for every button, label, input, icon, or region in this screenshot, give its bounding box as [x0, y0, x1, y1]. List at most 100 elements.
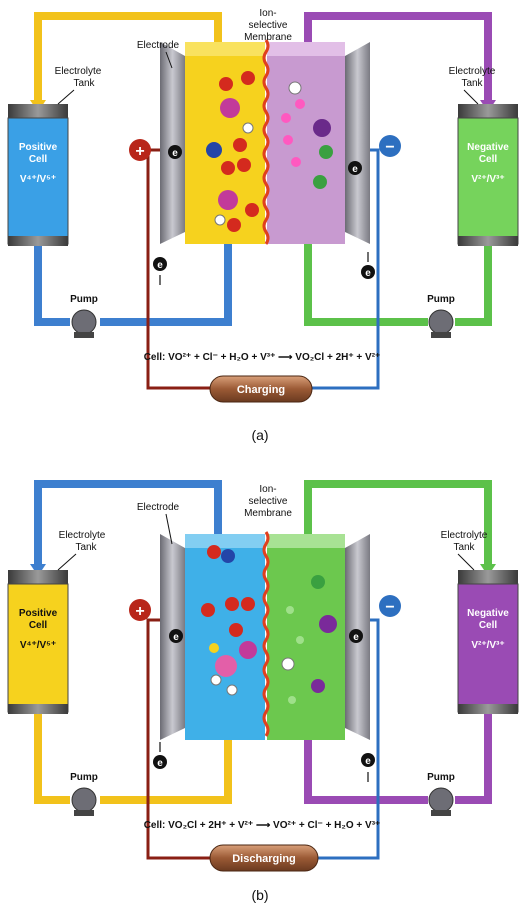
right-cell-label-2: Cell: [479, 154, 498, 165]
left-tank-label-1: Electrolyte: [55, 66, 102, 77]
plus-sign-label: +: [135, 603, 144, 620]
pump-left-icon: [71, 787, 97, 816]
right-cell-label-1: Negative: [467, 142, 509, 153]
membrane-label-2: selective: [249, 496, 288, 507]
electron-label: e: [173, 632, 179, 643]
electrode-label: Electrode: [137, 502, 180, 513]
membrane-label-3: Membrane: [244, 32, 292, 43]
electron-label: e: [172, 148, 178, 159]
electron-icon: [361, 753, 375, 767]
left-electrode: [160, 42, 185, 244]
mode-label: Charging: [237, 384, 285, 396]
left-cell-label-3: V⁴⁺/V⁵⁺: [20, 640, 56, 651]
pipe-blue-top: [34, 480, 222, 572]
right-tank-label-1: Electrolyte: [449, 66, 496, 77]
leader-line: [463, 89, 479, 105]
electron-icon: [169, 629, 183, 643]
electron-label: e: [157, 758, 163, 769]
right-tank: Negative Cell V²⁺/V³⁺: [457, 570, 519, 714]
pump-right-icon: [428, 309, 454, 338]
electron-icon: [349, 629, 363, 643]
minus-sign-label: −: [385, 139, 394, 156]
ion-cluster-positive: [206, 71, 259, 232]
cell-a: e e: [160, 39, 370, 245]
pipe-green-bottom: [304, 244, 428, 326]
left-cell-label-2: Cell: [29, 154, 48, 165]
cell-b: e e: [160, 531, 370, 740]
pipe-purple-bottom: [304, 740, 428, 804]
electron-icon: [348, 161, 362, 175]
right-electrode: [345, 42, 370, 244]
right-tank-label-2: Tank: [461, 78, 483, 89]
negative-half-cell: [267, 534, 345, 740]
pump-right-label: Pump: [427, 772, 455, 783]
left-cell-label-1: Positive: [19, 142, 58, 153]
electron-icon: [361, 265, 375, 279]
membrane-label-1: Ion-: [259, 484, 276, 495]
negative-half-cell: [267, 42, 345, 244]
left-cell-label-2: Cell: [29, 620, 48, 631]
pipe-blue-bottom-2: [100, 244, 232, 326]
ion-cluster-negative: [281, 575, 337, 704]
panel-b: Positive Cell V⁴⁺/V⁵⁺ Negative Cell V²⁺/…: [7, 480, 519, 903]
leader-line: [165, 513, 173, 545]
pipe-yellow-top: [34, 12, 222, 108]
pump-left-icon: [71, 309, 97, 338]
left-tank-label-1: Electrolyte: [59, 530, 106, 541]
leader-line: [57, 553, 77, 571]
electron-label: e: [352, 164, 358, 175]
electron-label: e: [157, 260, 163, 271]
ion-selective-membrane: [262, 531, 270, 737]
pipe-purple-bottom-2: [455, 712, 492, 804]
positive-half-cell: [185, 534, 265, 740]
plus-sign-label: +: [135, 143, 144, 160]
right-cell-label-3: V²⁺/V³⁺: [471, 174, 504, 185]
right-cell-label-1: Negative: [467, 608, 509, 619]
left-cell-label-1: Positive: [19, 608, 58, 619]
discharging-pill: [209, 844, 319, 872]
ion-selective-membrane: [262, 39, 270, 245]
charging-pill: [209, 375, 313, 403]
panel-caption: (a): [251, 427, 268, 443]
leader-line: [57, 89, 75, 105]
left-tank-label-2: Tank: [73, 78, 95, 89]
left-tank: Positive Cell V⁴⁺/V⁵⁺: [7, 104, 69, 246]
pipe-purple-top: [304, 12, 492, 108]
minus-sign-icon: [379, 135, 401, 157]
reaction-equation: Cell: VO²⁺ + Cl⁻ + H₂O + V³⁺ ⟶ VO₂Cl + 2…: [144, 352, 381, 363]
mode-label: Discharging: [232, 853, 296, 865]
membrane-label-3: Membrane: [244, 508, 292, 519]
pipe-blue-bottom: [34, 246, 70, 326]
right-tank-label-1: Electrolyte: [441, 530, 488, 541]
electron-label: e: [353, 632, 359, 643]
right-cell-label-2: Cell: [479, 620, 498, 631]
pipe-yellow-bottom-2: [100, 740, 232, 804]
electron-icon: [153, 257, 167, 271]
electron-icon: [168, 145, 182, 159]
pipe-green-top: [304, 480, 492, 572]
wire-positive: [146, 618, 210, 860]
leader-line: [165, 51, 173, 69]
membrane-label-2: selective: [249, 20, 288, 31]
left-cell-label-3: V⁴⁺/V⁵⁺: [20, 174, 56, 185]
electrode-label: Electrode: [137, 40, 180, 51]
pump-right-icon: [428, 787, 454, 816]
pump-right-label: Pump: [427, 294, 455, 305]
ion-cluster-negative: [281, 81, 333, 189]
panel-a: Positive Cell V⁴⁺/V⁵⁺ Negative Cell V²⁺/…: [7, 8, 519, 443]
wire-positive: [146, 148, 210, 390]
plus-sign-icon: [129, 139, 151, 161]
minus-sign-label: −: [385, 599, 394, 616]
pipe-yellow-bottom: [34, 712, 70, 804]
right-cell-label-3: V²⁺/V³⁺: [471, 640, 504, 651]
electron-label: e: [365, 756, 371, 767]
leader-line: [457, 553, 475, 571]
minus-sign-icon: [379, 595, 401, 617]
panel-caption: (b): [251, 887, 268, 903]
right-tank: Negative Cell V²⁺/V³⁺: [457, 104, 519, 246]
pump-left-label: Pump: [70, 772, 98, 783]
membrane-label-1: Ion-: [259, 8, 276, 19]
ion-cluster-positive: [201, 545, 257, 696]
electron-icon: [153, 755, 167, 769]
